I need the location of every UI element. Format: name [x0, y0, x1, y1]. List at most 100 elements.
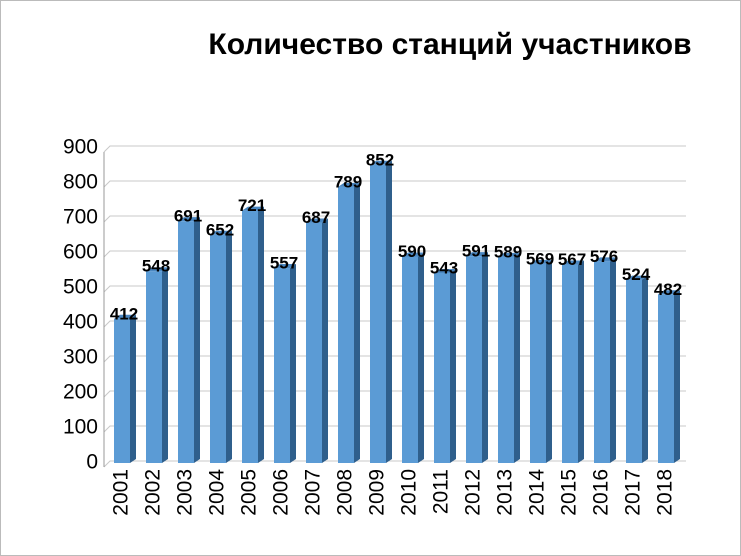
- bar-top: [274, 264, 296, 269]
- bar-top: [434, 268, 456, 273]
- y-tick-label: 200: [63, 381, 98, 404]
- y-tick-label: 0: [86, 451, 98, 474]
- x-tick-label: 2018: [654, 469, 677, 516]
- grid-line: [103, 145, 686, 153]
- bar-side: [450, 268, 456, 463]
- bar-side: [482, 252, 488, 463]
- bar: [210, 234, 226, 463]
- x-tick-label: 2015: [558, 469, 581, 516]
- y-tick-label: 300: [63, 346, 98, 369]
- data-label: 548: [142, 257, 170, 276]
- bar: [594, 261, 610, 463]
- data-label: 591: [462, 242, 490, 261]
- x-tick-label: 2012: [462, 469, 485, 516]
- bar-top: [498, 252, 520, 257]
- bar-top: [594, 257, 616, 262]
- bar: [402, 256, 418, 463]
- data-label: 576: [590, 247, 618, 266]
- bar: [114, 318, 130, 463]
- bar: [562, 264, 578, 463]
- bar-top: [178, 217, 200, 222]
- y-tick-label: 500: [63, 276, 98, 299]
- data-label: 852: [366, 150, 394, 169]
- grid-line: [103, 250, 686, 258]
- bar-top: [306, 218, 328, 223]
- bar-top: [626, 275, 648, 280]
- bar-top: [562, 260, 584, 265]
- bar: [370, 164, 386, 464]
- data-label: 789: [334, 172, 362, 191]
- bar-side: [258, 206, 264, 463]
- bar: [338, 186, 354, 463]
- bar-side: [386, 160, 392, 464]
- x-tick-label: 2011: [430, 469, 453, 514]
- data-label: 567: [558, 250, 586, 269]
- grid-line: [103, 180, 686, 188]
- grid-line: [103, 285, 686, 293]
- bar-side: [226, 230, 232, 463]
- bar: [530, 263, 546, 463]
- bar: [658, 294, 674, 463]
- data-label: 557: [270, 254, 298, 273]
- x-tick-label: 2001: [110, 469, 133, 516]
- bar-top: [338, 182, 360, 187]
- bar-top: [242, 206, 264, 211]
- y-tick-label: 600: [63, 241, 98, 264]
- x-tick-label: 2003: [174, 469, 197, 516]
- x-tick-label: 2004: [206, 469, 229, 516]
- bar-side: [610, 257, 616, 463]
- data-label: 524: [622, 265, 651, 284]
- bar: [178, 221, 194, 463]
- bar: [498, 256, 514, 463]
- bar-top: [658, 290, 680, 295]
- bar-side: [290, 264, 296, 463]
- grid-line: [103, 425, 686, 433]
- x-tick-label: 2007: [302, 469, 325, 516]
- bar-top: [146, 267, 168, 272]
- bar-top: [530, 259, 552, 264]
- grid-line: [103, 460, 686, 468]
- bar: [242, 210, 258, 463]
- data-label: 412: [110, 304, 138, 323]
- bar-side: [322, 218, 328, 463]
- chart-title: Количество станций участников: [208, 28, 691, 61]
- data-label: 569: [526, 249, 554, 268]
- x-tick-label: 2002: [142, 469, 165, 516]
- bar: [466, 256, 482, 463]
- bar: [626, 279, 642, 463]
- data-label: 590: [398, 242, 426, 261]
- bar: [274, 268, 290, 463]
- data-label: 652: [206, 220, 234, 239]
- bar-side: [418, 252, 424, 463]
- data-label: 482: [654, 280, 682, 299]
- x-tick-label: 2005: [238, 469, 261, 516]
- x-tick-label: 2016: [590, 469, 613, 516]
- x-tick-label: 2014: [526, 469, 549, 516]
- bar-side: [194, 217, 200, 463]
- grid-line: [103, 390, 686, 398]
- bar-side: [354, 182, 360, 463]
- bar-side: [578, 260, 584, 463]
- y-tick-label: 800: [63, 171, 98, 194]
- grid-line: [103, 355, 686, 363]
- data-label: 687: [302, 208, 330, 227]
- grid-line: [103, 320, 686, 328]
- x-tick-label: 2009: [366, 469, 389, 516]
- data-label: 589: [494, 242, 522, 261]
- data-label: 543: [430, 258, 458, 277]
- bar-side: [642, 275, 648, 463]
- bar-side: [674, 290, 680, 463]
- y-tick-label: 400: [63, 311, 98, 334]
- data-label: 691: [174, 207, 202, 226]
- x-tick-label: 2010: [398, 469, 421, 516]
- bar: [306, 222, 322, 463]
- bar-top: [466, 252, 488, 257]
- x-tick-label: 2017: [622, 469, 645, 516]
- x-tick-label: 2006: [270, 469, 293, 516]
- x-tick-label: 2008: [334, 469, 357, 516]
- bar-side: [514, 252, 520, 463]
- y-tick-label: 700: [63, 206, 98, 229]
- bar: [146, 271, 162, 463]
- bar: [434, 272, 450, 463]
